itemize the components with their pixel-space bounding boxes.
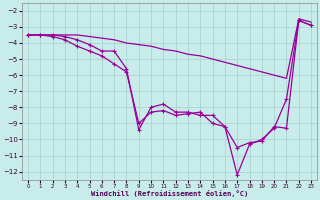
X-axis label: Windchill (Refroidissement éolien,°C): Windchill (Refroidissement éolien,°C)	[91, 190, 248, 197]
